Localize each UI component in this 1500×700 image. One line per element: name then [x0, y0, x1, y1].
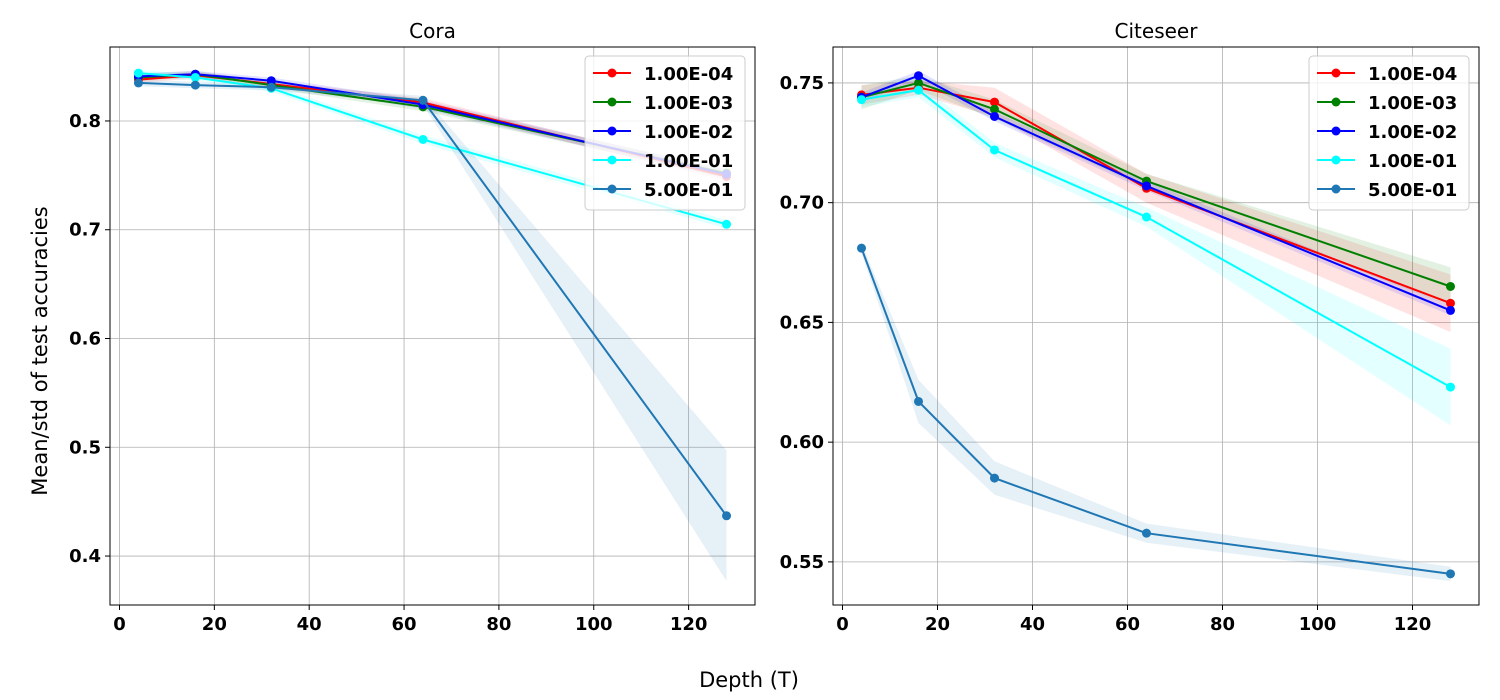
- x-tick-label: 40: [1020, 614, 1045, 635]
- std-band: [861, 243, 1451, 582]
- x-tick-label: 80: [1210, 614, 1235, 635]
- legend-marker: [1331, 97, 1341, 107]
- data-point: [990, 473, 999, 483]
- x-tick-label: 0: [836, 614, 849, 635]
- x-tick-label: 20: [202, 614, 227, 635]
- legend-label: 1.00E-03: [644, 93, 733, 114]
- data-point: [418, 134, 428, 144]
- y-tick-label: 0.65: [780, 312, 824, 333]
- legend-marker: [1331, 68, 1341, 78]
- x-tick-label: 20: [925, 614, 950, 635]
- legend-label: 1.00E-04: [1368, 64, 1457, 85]
- data-point: [133, 68, 143, 78]
- x-tick-label: 60: [392, 614, 417, 635]
- y-tick-label: 0.70: [780, 193, 824, 214]
- data-point: [722, 219, 732, 229]
- x-tick-label: 40: [297, 614, 322, 635]
- data-point: [914, 78, 923, 88]
- x-tick-label: 0: [113, 614, 126, 635]
- y-tick-label: 0.8: [69, 111, 101, 132]
- series-1.00E-03: [857, 78, 1455, 291]
- legend-label: 5.00E-01: [1368, 180, 1457, 201]
- citeseer-chart: 0 20 40 60 80 100 120 0.55 0.60 0.65 0.70 0.75 Cites…: [780, 19, 1480, 635]
- legend-label: 1.00E-02: [644, 122, 733, 143]
- plot-frame: [832, 46, 1480, 606]
- legend-label: 5.00E-01: [644, 180, 733, 201]
- legend-marker: [607, 155, 617, 165]
- series-5.00E-01: [857, 243, 1455, 579]
- y-tick-label: 0.4: [69, 546, 101, 567]
- legend-marker: [1331, 155, 1341, 165]
- y-tick-label: 0.60: [780, 432, 824, 453]
- legend-marker: [607, 184, 617, 194]
- y-tick-label: 0.55: [780, 552, 824, 573]
- data-point: [722, 511, 732, 521]
- std-band: [861, 70, 1451, 316]
- legend-label: 1.00E-04: [644, 64, 733, 85]
- data-point: [266, 76, 276, 86]
- cora-chart: 0 20 40 60 80 100 120 0.4 0.5 0.6 0.7 0.8 Cora 1.00E-…: [69, 19, 756, 635]
- data-point: [857, 243, 866, 253]
- data-point: [418, 95, 428, 105]
- series-5.00E-01: [133, 78, 732, 521]
- x-tick-label: 100: [1299, 614, 1337, 635]
- legend-label: 1.00E-01: [644, 151, 733, 172]
- legend-marker: [607, 126, 617, 136]
- legend-marker: [1331, 126, 1341, 136]
- legend-marker: [1331, 184, 1341, 194]
- data-point: [1446, 382, 1455, 392]
- legend-marker: [607, 68, 617, 78]
- series-1.00E-01: [857, 85, 1455, 392]
- x-tick-label: 80: [486, 614, 511, 635]
- data-point: [990, 145, 999, 155]
- data-point: [990, 104, 999, 114]
- x-tick-label: 120: [1394, 614, 1432, 635]
- y-tick-label: 0.75: [780, 73, 824, 94]
- data-point: [1142, 528, 1151, 538]
- legend: 1.00E-04 1.00E-03 1.00E-02 1.00E-01 5.00E-01: [1308, 55, 1470, 211]
- data-point: [1142, 212, 1151, 222]
- data-point: [1446, 569, 1455, 579]
- data-point: [857, 95, 866, 105]
- legend-marker: [607, 97, 617, 107]
- plot-frame: [109, 46, 756, 606]
- std-bands: [138, 69, 727, 582]
- data-point: [190, 80, 200, 90]
- data-point: [1446, 298, 1455, 308]
- data-point: [914, 396, 923, 406]
- legend-label: 1.00E-02: [1368, 122, 1457, 143]
- y-tick-label: 0.7: [69, 220, 101, 241]
- data-point: [914, 71, 923, 81]
- x-tick-label: 100: [575, 614, 613, 635]
- x-axis-label: Depth (T): [699, 668, 799, 692]
- x-tick-label: 120: [670, 614, 708, 635]
- y-tick-label: 0.6: [69, 329, 101, 350]
- data-point: [990, 97, 999, 107]
- std-band: [138, 79, 727, 582]
- legend-box: [584, 55, 746, 211]
- data-point: [266, 82, 276, 92]
- legend-box: [1308, 55, 1470, 211]
- legend-label: 1.00E-01: [1368, 151, 1457, 172]
- legend: 1.00E-04 1.00E-03 1.00E-02 1.00E-01 5.00E-01: [584, 55, 746, 211]
- data-point: [133, 78, 143, 88]
- data-point: [1446, 281, 1455, 291]
- y-axis-label: Mean/std of test accuracies: [28, 206, 52, 495]
- legend-label: 1.00E-03: [1368, 93, 1457, 114]
- chart-title: Cora: [409, 19, 456, 43]
- data-point: [914, 85, 923, 95]
- data-point: [190, 72, 200, 82]
- chart-title: Citeseer: [1115, 19, 1199, 43]
- y-tick-label: 0.5: [69, 437, 101, 458]
- x-tick-label: 60: [1115, 614, 1140, 635]
- std-band: [861, 80, 1451, 332]
- data-point: [1142, 181, 1151, 191]
- data-point: [990, 111, 999, 121]
- data-point: [1446, 305, 1455, 315]
